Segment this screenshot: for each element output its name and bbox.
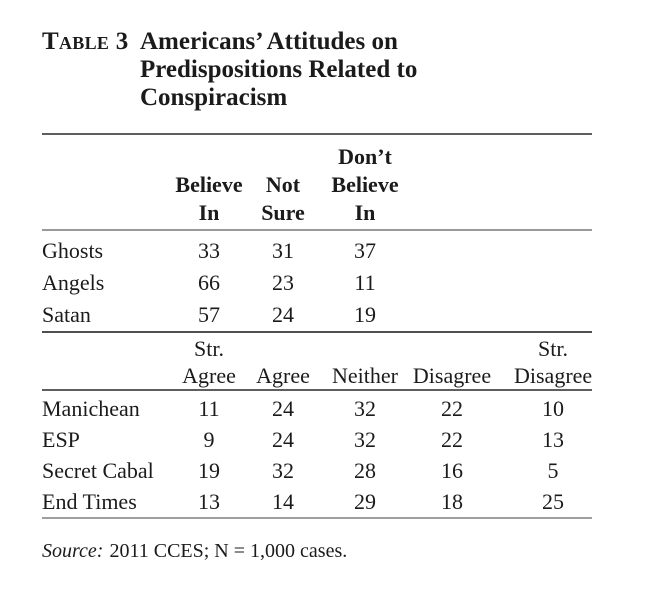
value-cell: 13: [198, 489, 220, 514]
rule-top: [42, 133, 592, 135]
rule-belief-header-bottom: [42, 229, 592, 231]
header-row: Believe Not Believe: [42, 171, 592, 199]
row-label: Manichean: [42, 396, 140, 421]
value-cell: 29: [354, 489, 376, 514]
value-cell: 24: [272, 396, 294, 421]
row-label: Satan: [42, 302, 91, 327]
value-cell: 18: [441, 489, 463, 514]
table-title-block: Table 3 Americans’ Attitudes on Predispo…: [42, 28, 592, 112]
table-row: Satan 57 24 19: [42, 299, 592, 331]
header-cell: Neither: [332, 363, 398, 388]
table-row: Angels 66 23 11: [42, 267, 592, 299]
value-cell: 22: [441, 427, 463, 452]
value-cell: 19: [354, 302, 376, 327]
value-cell: 23: [272, 270, 294, 295]
source-label: Source:: [42, 540, 104, 562]
value-cell: 32: [354, 427, 376, 452]
header-row: Agree Agree Neither Disagree Disagree: [42, 362, 592, 389]
header-row: Str. Str.: [42, 335, 592, 362]
value-cell: 33: [198, 238, 220, 263]
value-cell: 11: [354, 270, 376, 295]
table-row: Ghosts 33 31 37: [42, 235, 592, 267]
source-note: Source: 2011 CCES; N = 1,000 cases.: [42, 538, 592, 564]
value-cell: 24: [272, 427, 294, 452]
value-cell: 28: [354, 458, 376, 483]
table-row: Secret Cabal 19 32 28 16 5: [42, 455, 592, 486]
value-cell: 31: [272, 238, 294, 263]
header-cell: In: [354, 200, 376, 225]
row-label: ESP: [42, 427, 80, 452]
value-cell: 14: [272, 489, 294, 514]
table-title-line: Predispositions Related to: [140, 56, 418, 83]
header-cell: Agree: [182, 363, 236, 388]
table-row: End Times 13 14 29 18 25: [42, 486, 592, 517]
value-cell: 5: [547, 458, 559, 483]
value-cell: 25: [542, 489, 564, 514]
value-cell: 11: [198, 396, 220, 421]
header-cell: Sure: [261, 200, 305, 225]
belief-table-body: Ghosts 33 31 37 Angels 66 23 11 Satan 57…: [42, 231, 592, 331]
agreement-table-header: Str. Str. Agree Agree Neither Disagree D…: [42, 333, 592, 389]
value-cell: 9: [203, 427, 215, 452]
table-title: Americans’ Attitudes on Predispositions …: [140, 28, 592, 112]
header-row: Don’t: [42, 143, 592, 171]
value-cell: 19: [198, 458, 220, 483]
row-label: End Times: [42, 489, 137, 514]
rule-agreement-header-bottom: [42, 389, 592, 391]
value-cell: 32: [272, 458, 294, 483]
header-cell: Disagree: [412, 363, 492, 388]
source-text: 2011 CCES; N = 1,000 cases.: [109, 540, 348, 562]
value-cell: 10: [542, 396, 564, 421]
value-cell: 16: [441, 458, 463, 483]
header-cell: Not: [265, 172, 301, 197]
table-row: ESP 9 24 32 22 13: [42, 424, 592, 455]
table-title-line: Conspiracism: [140, 84, 288, 111]
header-row: In Sure In: [42, 199, 592, 227]
header-cell: Str.: [538, 336, 568, 361]
value-cell: 22: [441, 396, 463, 421]
value-cell: 24: [272, 302, 294, 327]
header-cell: Don’t: [338, 144, 392, 169]
row-label: Angels: [42, 270, 105, 295]
table-row: Manichean 11 24 32 22 10: [42, 393, 592, 424]
belief-table-header: Don’t Believe Not Believe In Sure In: [42, 135, 592, 229]
row-label: Ghosts: [42, 238, 104, 263]
agreement-table-body: Manichean 11 24 32 22 10 ESP 9 24 32 22 …: [42, 391, 592, 517]
header-cell: Agree: [256, 363, 310, 388]
row-label: Secret Cabal: [42, 458, 154, 483]
value-cell: 32: [354, 396, 376, 421]
rule-section-divider: [42, 331, 592, 333]
table-title-line: Americans’ Attitudes on: [140, 28, 398, 55]
header-cell: Disagree: [514, 363, 593, 388]
header-cell: Str.: [194, 336, 224, 361]
rule-bottom: [42, 517, 592, 519]
table-figure: Table 3 Americans’ Attitudes on Predispo…: [42, 28, 592, 564]
value-cell: 66: [198, 270, 220, 295]
header-cell: In: [198, 200, 220, 225]
header-cell: Believe: [175, 172, 243, 197]
header-cell: Believe: [331, 172, 399, 197]
table-number-label: Table 3: [42, 28, 129, 55]
value-cell: 37: [354, 238, 376, 263]
value-cell: 57: [198, 302, 220, 327]
value-cell: 13: [542, 427, 564, 452]
